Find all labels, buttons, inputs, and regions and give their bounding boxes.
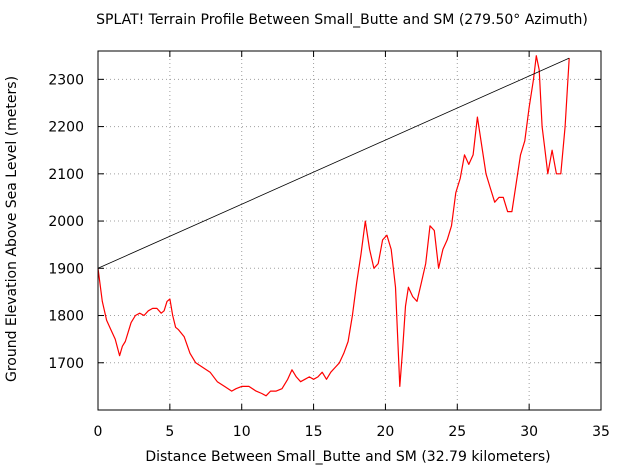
- y-tick-labels: 1700 1800 1900 2000 2100 2200 2300: [48, 72, 84, 371]
- x-tick-label: 25: [448, 424, 466, 440]
- y-tick-label: 1900: [48, 261, 84, 277]
- plot-frame: [97, 50, 602, 411]
- chart-title: SPLAT! Terrain Profile Between Small_But…: [96, 12, 588, 28]
- y-tick-label: 2200: [48, 120, 84, 136]
- y-axis-label: Ground Elevation Above Sea Level (meters…: [4, 76, 20, 382]
- terrain-profile-line: [97, 55, 570, 397]
- grid: [98, 51, 601, 410]
- x-tick-label: 5: [165, 424, 174, 440]
- x-tick-label: 20: [377, 424, 395, 440]
- y-tick-label: 2100: [48, 167, 84, 183]
- x-tick-labels: 0 5 10 15 20 25 30 35: [94, 424, 610, 440]
- line-of-sight-line: [97, 57, 570, 269]
- x-tick-label: 10: [233, 424, 251, 440]
- x-tick-label: 35: [592, 424, 610, 440]
- x-tick-label: 30: [520, 424, 538, 440]
- y-tick-label: 2000: [48, 214, 84, 230]
- y-tick-label: 2300: [48, 72, 84, 88]
- tick-layer: [97, 51, 602, 410]
- y-tick-label: 1800: [48, 309, 84, 325]
- x-tick-label: 0: [94, 424, 103, 440]
- y-tick-label: 1700: [48, 356, 84, 372]
- x-axis-label: Distance Between Small_Butte and SM (32.…: [145, 449, 550, 465]
- x-tick-label: 15: [305, 424, 323, 440]
- series-layer: [97, 55, 570, 397]
